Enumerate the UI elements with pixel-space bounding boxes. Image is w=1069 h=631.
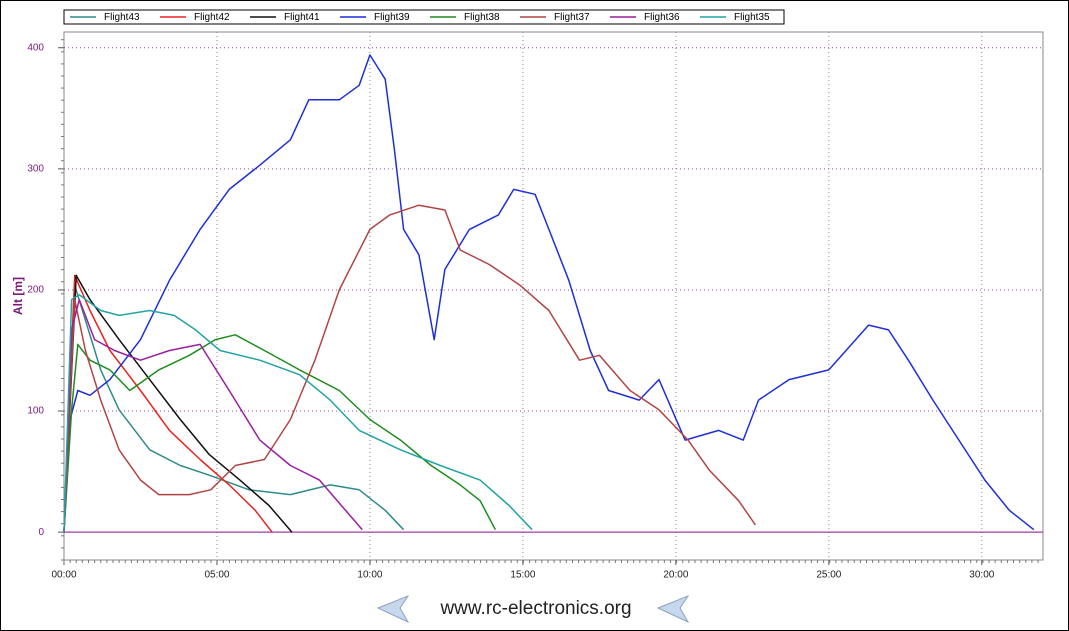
footer-icons: [376, 594, 690, 624]
y-tick-label: 200: [27, 285, 44, 296]
legend-label: Flight38: [464, 12, 500, 23]
legend: Flight43 Flight42 Flight41 Flight39 Flight38…: [63, 9, 785, 25]
data-line: [63, 274, 293, 533]
x-tick-label: 30:00: [969, 570, 994, 581]
data-line: [63, 204, 757, 533]
y-tick-label: 400: [27, 42, 44, 53]
legend-label: Flight35: [734, 12, 770, 23]
data-line: [63, 294, 533, 533]
x-tick-label: 15:00: [510, 570, 535, 581]
legend-label: Flight37: [554, 12, 590, 23]
x-tick-label: 05:00: [204, 570, 229, 581]
legend-label: Flight42: [194, 12, 230, 23]
x-tick-label: 25:00: [816, 570, 841, 581]
arrow-icon: [656, 594, 690, 624]
data-line: [63, 54, 1035, 533]
y-tick-label: 0: [38, 527, 44, 538]
legend-label: Flight41: [284, 12, 320, 23]
legend-box: [63, 9, 785, 25]
arrow-icon: [376, 594, 410, 624]
plot-area: [63, 31, 1044, 561]
y-tick-label: 100: [27, 406, 44, 417]
x-tick-label: 10:00: [357, 570, 382, 581]
data-line: [63, 334, 497, 533]
data-line: [63, 298, 363, 533]
legend-label: Flight36: [644, 12, 680, 23]
legend-label: Flight43: [104, 12, 140, 23]
footer-url: www.rc-electronics.org: [439, 598, 631, 619]
data-line: [63, 284, 405, 533]
y-tick-label: 300: [27, 163, 44, 174]
y-axis-label: Alt [m]: [11, 277, 25, 315]
x-tick-label: 20:00: [663, 570, 688, 581]
x-tick-label: 00:00: [51, 570, 76, 581]
legend-label: Flight39: [374, 12, 410, 23]
data-line: [63, 274, 273, 533]
